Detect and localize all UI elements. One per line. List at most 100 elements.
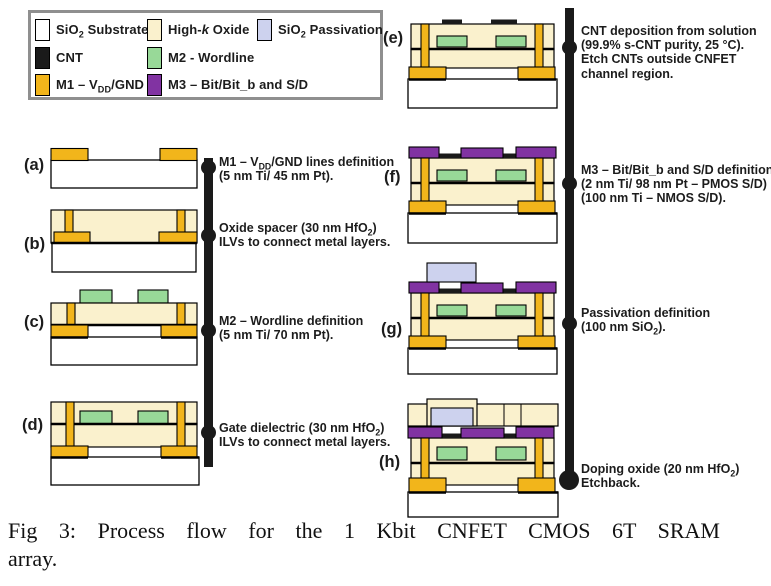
legend-label: SiO2 Passivation <box>278 22 383 40</box>
m2-wordline <box>495 169 527 182</box>
cross-section-e <box>407 19 558 109</box>
m1-pad <box>158 231 198 244</box>
cross-section-c <box>50 289 198 366</box>
note-line: (100 nm Ti – NMOS S/D). <box>581 191 726 206</box>
ilv-via <box>534 292 544 343</box>
panel-label-a: (a) <box>24 156 45 174</box>
m1-vdd-gnd-swatch <box>35 73 50 96</box>
m3-contact <box>515 146 557 159</box>
m2-wordline <box>137 289 169 304</box>
m1-pad <box>517 335 556 349</box>
step-bullet-a <box>201 160 216 175</box>
note-line: Etch CNTs outside CNFET <box>581 52 737 67</box>
note-line: CNT deposition from solution <box>581 24 757 38</box>
note-line: Gate dielectric (30 nm HfO2) <box>219 421 385 438</box>
m3-contact <box>460 427 505 439</box>
cnt-strip <box>491 19 517 25</box>
m1-pad <box>160 324 198 338</box>
legend-item-highk-oxide: High-k Oxide <box>147 18 249 41</box>
legend-item-m2-wordline: M2 - Wordline <box>147 46 254 69</box>
passivation-block <box>430 407 474 427</box>
ilv-via <box>534 157 544 208</box>
ilv-via <box>176 302 186 326</box>
m1-pad <box>53 231 91 244</box>
m2-wordline <box>79 289 113 304</box>
panel-label-c: (c) <box>24 313 45 331</box>
step-note-a: M1 – VDD/GND lines definition (5 nm Ti/ … <box>219 155 394 183</box>
substrate-layer <box>407 78 558 109</box>
legend-item-cnt: CNT <box>35 46 83 69</box>
m1-pad <box>408 335 447 349</box>
passivation-block <box>426 262 477 283</box>
m2-wordline <box>495 446 527 461</box>
m1-pad <box>50 324 89 338</box>
legend-box: SiO2 Substrate High-k Oxide SiO2 Passiva… <box>28 10 383 100</box>
panel-label-g: (g) <box>381 320 403 338</box>
m3-contact <box>460 147 504 159</box>
panel-label-f: (f) <box>384 168 401 186</box>
m2-wordline-swatch <box>147 46 162 69</box>
note-line: Oxide spacer (30 nm HfO2) <box>219 221 377 238</box>
panel-label-d: (d) <box>22 416 44 434</box>
cross-section-d <box>50 401 200 486</box>
step-bullet-g <box>562 316 577 331</box>
note-line: (5 nm Ti/ 45 nm Pt). <box>219 169 334 184</box>
timeline-bar-right <box>565 8 574 482</box>
m1-pad <box>517 200 556 214</box>
note-line: (5 nm Ti/ 70 nm Pt). <box>219 328 334 343</box>
legend-label: High-k Oxide <box>168 22 250 37</box>
m2-wordline <box>436 169 468 182</box>
sio2-substrate-swatch <box>35 18 50 41</box>
note-line: Passivation definition <box>581 306 711 320</box>
ilv-via <box>534 23 544 74</box>
m3-contact <box>408 146 440 159</box>
panel-label-h: (h) <box>379 453 401 471</box>
note-line: ILVs to connect metal layers. <box>219 235 391 250</box>
step-note-c: M2 – Wordline definition (5 nm Ti/ 70 nm… <box>219 314 363 342</box>
caption-line2: array. <box>8 546 58 571</box>
m2-wordline <box>79 410 113 425</box>
m1-pad <box>517 66 556 80</box>
step-bullet-d <box>201 425 216 440</box>
substrate-layer <box>50 456 200 486</box>
m1-pad <box>517 477 556 493</box>
cross-section-g <box>407 262 558 375</box>
m3-contact <box>515 281 557 294</box>
ilv-via <box>65 401 75 448</box>
note-line: ILVs to connect metal layers. <box>219 435 391 450</box>
step-bullet-b <box>201 228 216 243</box>
cnt-swatch <box>35 46 50 69</box>
m1-pad <box>50 147 89 162</box>
note-line: channel region. <box>581 66 674 81</box>
m1-pad <box>408 200 447 214</box>
note-line: Doping oxide (20 nm HfO2) <box>581 462 740 479</box>
caption-line1: Fig 3: Process flow for the 1 Kbit CNFET… <box>8 518 720 543</box>
step-note-b: Oxide spacer (30 nm HfO2) ILVs to connec… <box>219 221 390 249</box>
gate-dielectric-layer <box>410 157 555 184</box>
note-line: M2 – Wordline definition <box>219 314 364 328</box>
m3-bit-swatch <box>147 73 162 96</box>
cnt-strip <box>442 19 462 25</box>
m1-pad <box>159 147 198 162</box>
substrate-layer <box>407 491 559 518</box>
m2-wordline <box>436 304 468 317</box>
m2-wordline <box>436 446 468 461</box>
m2-wordline <box>436 35 468 48</box>
ilv-via <box>176 209 186 234</box>
ilv-via <box>420 157 430 208</box>
legend-item-m1-vdd-gnd: M1 – VDD/GND <box>35 73 144 96</box>
legend-label: M1 – VDD/GND <box>56 77 145 95</box>
step-note-g: Passivation definition (100 nm SiO2). <box>581 306 711 337</box>
m3-contact <box>515 426 555 439</box>
ilv-via <box>420 292 430 343</box>
step-bullet-f <box>562 176 577 191</box>
cross-section-f <box>407 146 558 244</box>
gate-dielectric-layer <box>410 292 555 319</box>
figure-caption: Fig 3: Process flow for the 1 Kbit CNFET… <box>8 517 720 573</box>
legend-label: CNT <box>56 50 84 65</box>
note-line: (100 nm SiO2). <box>581 320 666 337</box>
m1-pad <box>160 445 198 458</box>
note-line: Etchback. <box>581 476 641 491</box>
legend-item-sio2-substrate: SiO2 Substrate <box>35 18 148 41</box>
